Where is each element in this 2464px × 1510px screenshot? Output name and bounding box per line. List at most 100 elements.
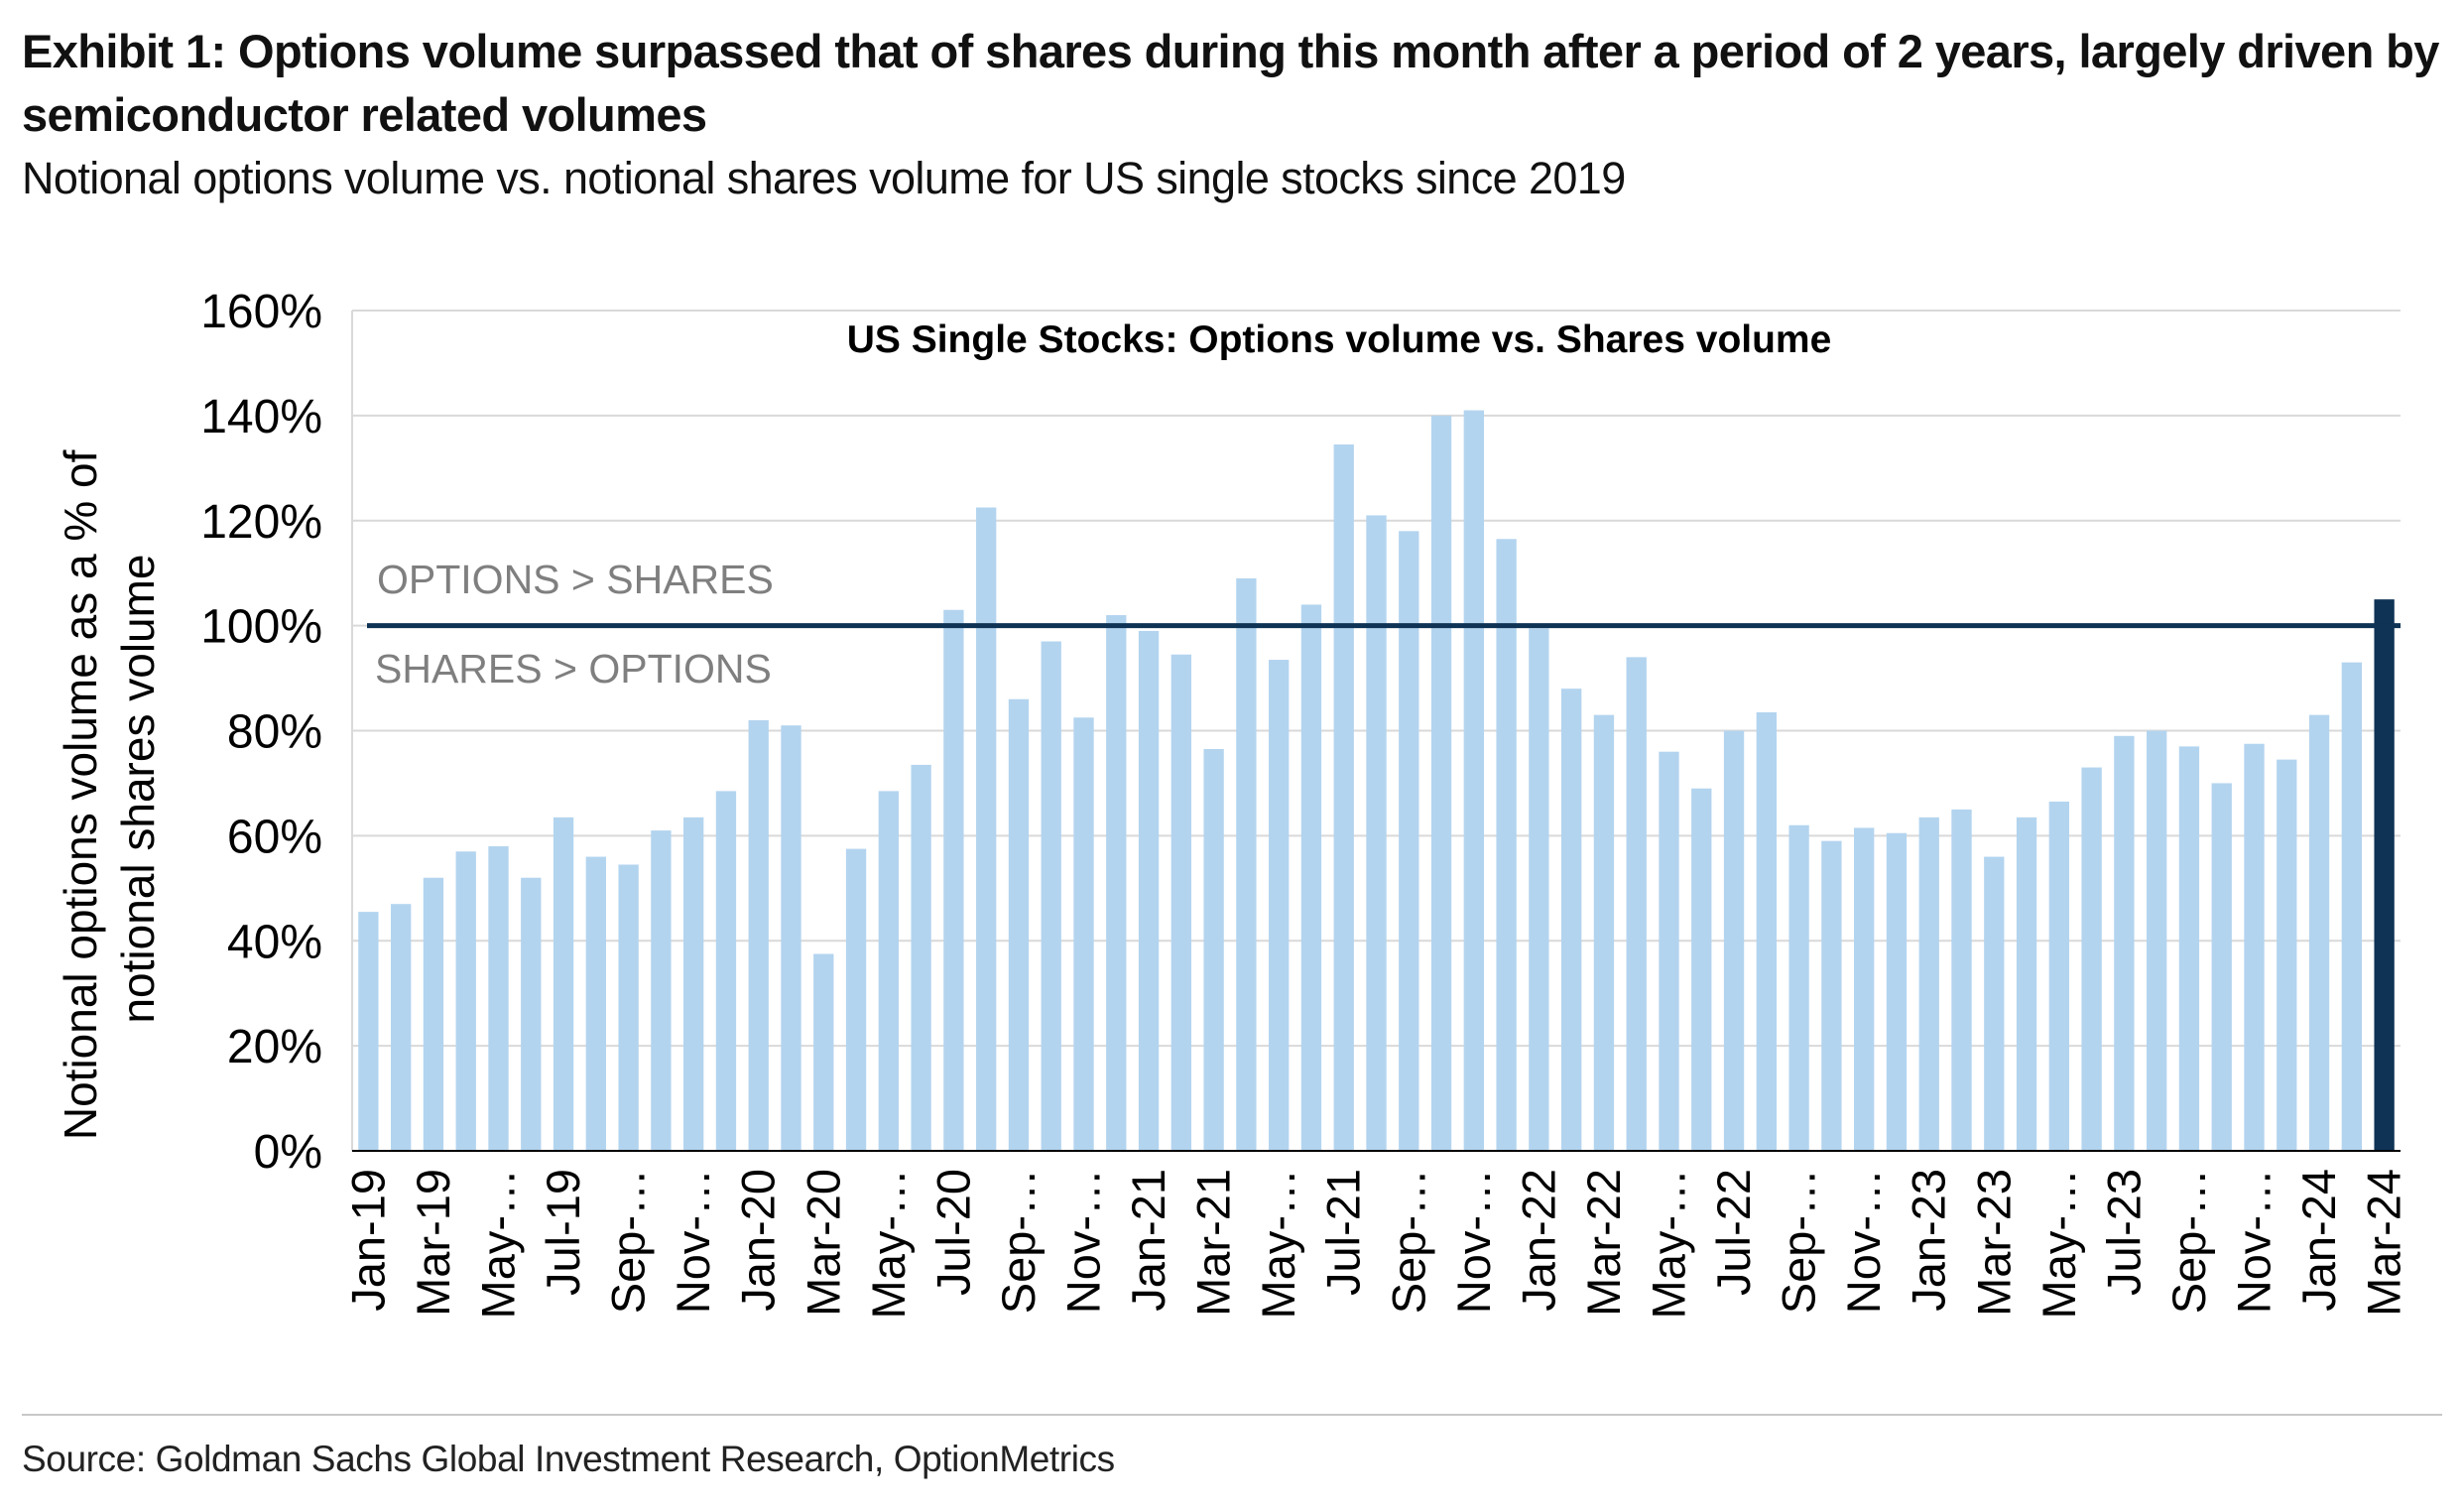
x-tick-label: Sep-… [1773, 1169, 1825, 1314]
bar [1008, 698, 1030, 1151]
bar [943, 609, 964, 1151]
x-tick-label: Jan-19 [341, 1169, 394, 1312]
y-tick-label: 20% [227, 1021, 322, 1073]
y-tick-label: 160% [200, 286, 322, 338]
bar [1691, 788, 1712, 1151]
x-tick-label: Sep-… [992, 1169, 1045, 1314]
bar [1593, 714, 1615, 1151]
bar [813, 953, 834, 1151]
y-axis-title: Notional options volume as a % of notion… [55, 438, 164, 1140]
bar [2341, 662, 2362, 1151]
x-tick-label: Mar-24 [2358, 1169, 2410, 1317]
bar [1430, 415, 1452, 1151]
y-axis-tick-labels: 0% 20% 40% 60% 80% 100% 120% 140% 160% [200, 286, 322, 1179]
bar [1561, 689, 1582, 1151]
x-tick-label: Jan-22 [1512, 1169, 1564, 1312]
bar [1236, 577, 1257, 1151]
x-axis-tick-labels: Jan-19 Mar-19 May-… Jul-19 Sep-… Nov-… Jan-20 M… [341, 1169, 2409, 1319]
x-tick-label: May-… [472, 1169, 525, 1319]
x-tick-label: Jul-20 [926, 1169, 979, 1296]
bar [1951, 809, 1972, 1151]
bar [1399, 531, 1419, 1151]
x-tick-label: Jan-23 [1903, 1169, 1955, 1312]
x-tick-label: Jul-22 [1707, 1169, 1760, 1296]
bar [2081, 767, 2102, 1151]
bar [1073, 717, 1094, 1151]
bar [1041, 641, 1061, 1151]
bar [358, 912, 379, 1151]
bar [1463, 410, 1484, 1151]
x-tick-label: Sep-… [1382, 1169, 1434, 1314]
bar [2244, 743, 2265, 1151]
bar [911, 764, 931, 1151]
x-tick-label: Jul-23 [2097, 1169, 2150, 1296]
bar [2114, 735, 2135, 1151]
bar [1333, 443, 1354, 1152]
x-tick-label: Sep-… [602, 1169, 655, 1314]
bar [1886, 832, 1908, 1151]
y-tick-label: 40% [227, 916, 322, 968]
bar [1203, 749, 1224, 1151]
bar [455, 851, 476, 1151]
bar [1529, 628, 1549, 1151]
bar [1106, 615, 1127, 1151]
bar [1659, 751, 1679, 1151]
exhibit-title: Exhibit 1: Options volume surpassed that… [22, 25, 2439, 141]
x-tick-label: Jul-21 [1317, 1169, 1370, 1296]
y-tick-label: 60% [227, 811, 322, 863]
bar [1366, 515, 1387, 1151]
bar [2178, 746, 2200, 1151]
source-note: Source: Goldman Sachs Global Investment … [22, 1439, 1115, 1479]
x-tick-label: Sep-… [2162, 1169, 2215, 1314]
bar-highlight [2374, 599, 2395, 1151]
y-tick-label: 100% [200, 601, 322, 654]
x-tick-label: Mar-20 [797, 1169, 849, 1317]
x-tick-label: Mar-23 [1967, 1169, 2020, 1317]
bar [2211, 783, 2232, 1151]
x-tick-label: May-… [1252, 1169, 1304, 1319]
y-tick-label: 80% [227, 706, 322, 759]
bar [1269, 660, 1290, 1151]
bar [1626, 657, 1647, 1151]
y-tick-label: 120% [200, 496, 322, 549]
bar [1496, 539, 1517, 1151]
bar [1300, 604, 1322, 1151]
bar [1756, 711, 1777, 1151]
chart-title: US Single Stocks: Options volume vs. Sha… [847, 318, 1832, 361]
bar [748, 719, 769, 1151]
bar [553, 817, 574, 1151]
bar [2308, 714, 2330, 1151]
bar [651, 830, 672, 1151]
bar-chart: 0%20%40%60%80%100%120%140%160% Jan-19 Mar… [55, 286, 2410, 1319]
bar [1854, 827, 1875, 1151]
x-tick-label: Jan-20 [732, 1169, 785, 1312]
bar [715, 791, 737, 1151]
bar [781, 725, 801, 1151]
x-tick-label: Nov-… [2228, 1169, 2280, 1314]
annotation-shares-greater: SHARES > OPTIONS [375, 646, 772, 692]
bar [1821, 840, 1842, 1151]
bar [878, 791, 899, 1151]
x-tick-label: May-… [2033, 1169, 2085, 1319]
y-tick-label: 0% [254, 1126, 322, 1179]
x-tick-label: May-… [862, 1169, 915, 1319]
bar [2048, 801, 2069, 1151]
x-tick-label: Mar-22 [1577, 1169, 1630, 1317]
bar [1918, 817, 1939, 1151]
annotation-options-greater: OPTIONS > SHARES [377, 557, 774, 602]
x-tick-label: Jan-21 [1122, 1169, 1174, 1312]
x-tick-label: May-… [1643, 1169, 1695, 1319]
bar [423, 877, 444, 1151]
bar [585, 856, 606, 1151]
y-tick-label: 140% [200, 391, 322, 443]
bar [1138, 630, 1160, 1151]
bar [2147, 730, 2167, 1151]
source-divider [22, 1414, 2442, 1416]
x-tick-label: Jan-24 [2292, 1169, 2345, 1312]
bar [683, 817, 704, 1151]
x-tick-label: Mar-19 [407, 1169, 459, 1317]
bar [1788, 824, 1809, 1151]
bar [1170, 654, 1191, 1151]
bar [2277, 759, 2297, 1151]
x-tick-label: Nov-… [1837, 1169, 1890, 1314]
